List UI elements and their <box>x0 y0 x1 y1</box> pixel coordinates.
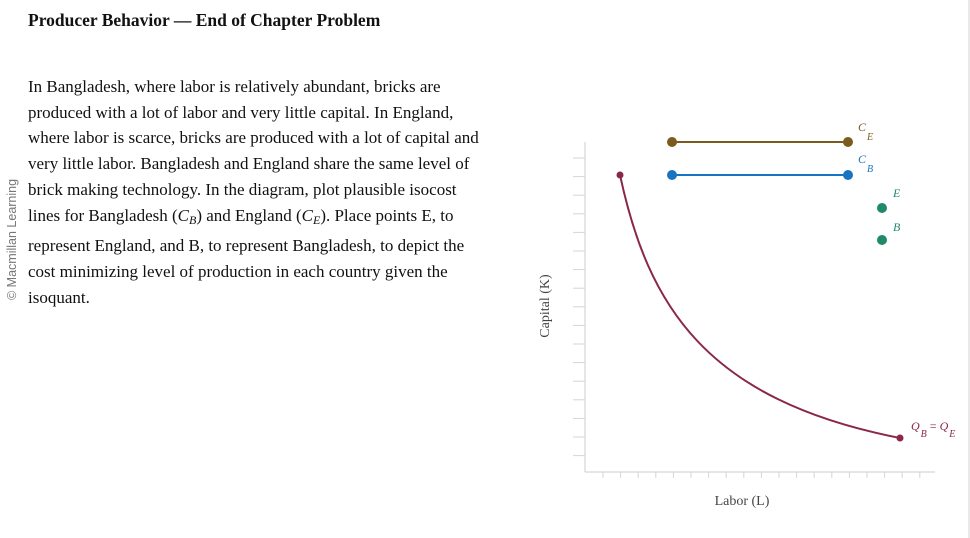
b-point[interactable] <box>877 235 887 245</box>
ce-end-point[interactable] <box>843 137 853 147</box>
ce-label: CE <box>858 120 873 143</box>
isoquant-end-point <box>896 434 904 442</box>
cb-isocost-tool[interactable]: CB <box>667 152 873 180</box>
problem-text-part3: ). Place points E, to represent England,… <box>28 205 465 307</box>
isoquant-curve <box>619 174 901 439</box>
ce-isocost-tool[interactable]: CE <box>667 120 873 147</box>
page-title: Producer Behavior — End of Chapter Probl… <box>28 10 381 30</box>
cb-symbol: CB <box>177 205 197 227</box>
x-axis-ticks <box>602 472 921 478</box>
b-point-tool[interactable]: B <box>877 220 901 245</box>
cb-start-point[interactable] <box>667 170 677 180</box>
isoquant-label: QB= QE <box>911 419 955 440</box>
e-point-label: E <box>892 186 901 200</box>
right-border <box>968 0 970 538</box>
ce-symbol: CE <box>301 205 321 227</box>
y-axis-ticks <box>573 157 585 457</box>
isoquant-start-point <box>616 171 624 179</box>
e-point-tool[interactable]: E <box>877 186 901 213</box>
y-axis-label: Capital (K) <box>538 274 553 338</box>
problem-text: In Bangladesh, where labor is relatively… <box>28 74 488 310</box>
problem-text-part2: ) and England ( <box>196 205 302 225</box>
cb-end-point[interactable] <box>843 170 853 180</box>
e-point[interactable] <box>877 203 887 213</box>
problem-text-part1: In Bangladesh, where labor is relatively… <box>28 77 479 225</box>
isoquant: QB= QE <box>616 171 955 442</box>
b-point-label: B <box>893 220 901 234</box>
ce-start-point[interactable] <box>667 137 677 147</box>
x-axis-label: Labor (L) <box>715 494 770 509</box>
cb-label: CB <box>858 152 873 175</box>
